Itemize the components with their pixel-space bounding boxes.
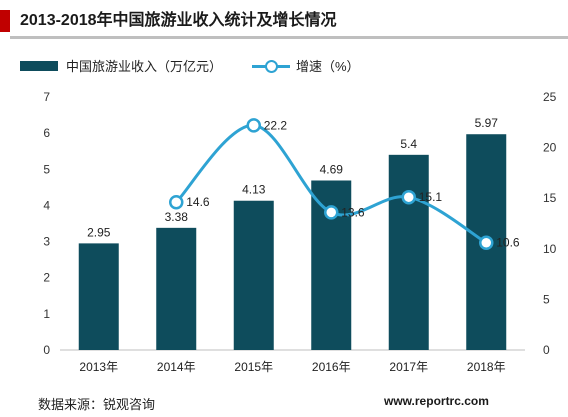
y-left-tick-label: 4 <box>43 198 50 212</box>
bar-value-label: 3.38 <box>165 210 189 224</box>
bar-value-label: 2.95 <box>87 225 111 239</box>
legend-bar-swatch <box>20 60 58 71</box>
title-rule <box>10 36 568 39</box>
growth-point <box>169 194 184 210</box>
x-tick-label: 2018年 <box>467 360 506 374</box>
y-right-tick-label: 0 <box>543 343 550 357</box>
bar <box>388 154 429 350</box>
growth-value-label: 13.6 <box>341 205 365 219</box>
growth-point <box>324 205 339 220</box>
chart-title: 2013-2018年中国旅游业收入统计及增长情况 <box>20 12 337 29</box>
growth-point <box>246 118 261 133</box>
y-right-tick-label: 20 <box>543 141 557 155</box>
legend-item-bar: 中国旅游业收入（万亿元） <box>20 56 222 75</box>
legend-label-line: 增速（%） <box>296 59 360 74</box>
x-tick-label: 2014年 <box>157 360 196 374</box>
y-left-tick-label: 0 <box>43 343 50 357</box>
growth-value-label: 22.2 <box>264 118 288 132</box>
watermark: www.reportrc.com <box>384 394 489 408</box>
x-tick-label: 2015年 <box>234 360 273 374</box>
title-bar: 2013-2018年中国旅游业收入统计及增长情况 <box>0 0 568 44</box>
y-left-tick-label: 1 <box>43 307 50 321</box>
x-tick-label: 2017年 <box>389 360 428 374</box>
growth-value-label: 15.1 <box>419 190 443 204</box>
bar <box>233 200 274 350</box>
bar-value-label: 5.97 <box>475 116 499 130</box>
legend-item-line: 增速（%） <box>252 56 360 75</box>
growth-point <box>401 189 416 205</box>
bar <box>156 227 197 350</box>
y-right-tick-label: 5 <box>543 292 550 306</box>
y-left-tick-label: 7 <box>43 90 50 104</box>
x-tick-label: 2016年 <box>312 360 351 374</box>
y-left-tick-label: 2 <box>43 271 50 285</box>
source-note: 数据来源：锐观咨询 <box>38 397 156 412</box>
y-right-tick-label: 25 <box>543 90 557 104</box>
y-right-tick-label: 15 <box>543 191 557 205</box>
x-tick-label: 2013年 <box>79 360 118 374</box>
growth-value-label: 10.6 <box>496 236 520 250</box>
legend-label-bar: 中国旅游业收入（万亿元） <box>66 59 223 74</box>
growth-value-label: 14.6 <box>186 195 210 209</box>
bar <box>78 243 119 350</box>
growth-point <box>479 235 494 250</box>
title-accent <box>0 10 10 32</box>
bar-value-label: 4.69 <box>320 162 344 176</box>
y-left-tick-label: 5 <box>43 162 50 176</box>
bar-value-label: 5.4 <box>400 137 417 151</box>
bar-value-label: 4.13 <box>242 183 266 197</box>
y-left-tick-label: 6 <box>43 126 50 140</box>
y-left-tick-label: 3 <box>43 235 50 249</box>
legend-line-swatch <box>252 59 290 73</box>
y-right-tick-label: 10 <box>543 242 557 256</box>
